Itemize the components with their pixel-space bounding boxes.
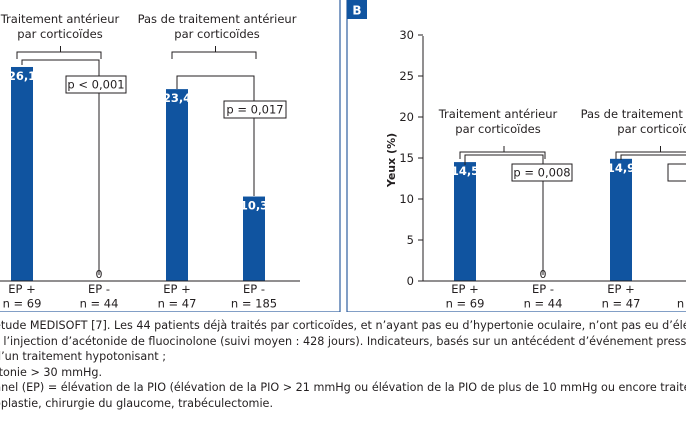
y-tick-label: 10 [399,192,414,206]
x-tick-label: EP - [88,282,110,296]
x-tick-label: n = 47 [158,297,197,311]
data-label: 14,9 [607,161,635,175]
panel-b-frame [346,0,686,312]
group-title: par corticoïdes [174,27,259,41]
y-tick-label: 30 [399,28,414,42]
caption-line: rtonie > 30 mmHg. [0,365,103,379]
caption-line: d’un traitement hypotonisant ; [0,350,167,364]
p-value-box [511,163,573,182]
bar [454,162,476,281]
x-tick-label: n = 185 [231,297,277,311]
group-title: par corticoïdes [617,122,686,136]
figure-caption: étude MEDISOFT [7]. Les 44 patients déjà… [0,318,686,430]
data-label: 10,3 [240,199,268,213]
caption-line: oplastie, chirurgie du glaucome, trabécu… [0,396,273,410]
y-tick-label: 25 [399,69,414,83]
p-value-label: p < 0,001 [67,78,124,92]
significance-bracket [176,75,255,196]
group-brace [615,151,686,159]
x-tick-label: n = 44 [80,297,119,311]
group-title: Traitement antérieur [0,12,120,26]
bar [610,158,632,281]
p-value-label: p = 0,017 [226,103,283,117]
group-title: Traitement antérieur [438,107,558,121]
x-tick-label: EP - [532,282,554,296]
caption-line: nnel (EP) = élévation de la PIO (élévati… [0,381,686,395]
group-title: par corticoïdes [17,27,102,41]
bar [11,66,33,281]
x-tick-label: EP + [163,282,191,296]
y-tick-label: 20 [399,110,414,124]
p-value-box [223,100,287,119]
p-value-box [667,163,686,182]
x-tick-label: EP + [607,282,635,296]
caption-line: s l’injection d’acétonide de fluocinolon… [0,334,686,348]
bar [243,196,265,281]
significance-bracket [464,154,544,275]
y-axis-label: Yeux (%) [385,133,398,188]
group-brace [171,51,257,59]
data-label: 23,4 [163,91,191,105]
panel-a-frame [0,0,341,312]
y-axis: 0 5 10 15 20 25 30 [399,28,424,288]
data-label: 14,5 [451,164,479,178]
y-tick-label: 15 [399,151,414,165]
group-brace [459,151,546,159]
panel-letter-badge [347,0,367,19]
p-value-label: p = 0,008 [513,166,570,180]
x-tick-label: EP + [451,282,479,296]
significance-bracket [620,154,686,160]
x-tick-label: n = 47 [602,297,641,311]
y-tick-label: 0 [407,274,414,288]
group-brace [16,51,102,59]
y-tick-label: 5 [407,233,414,247]
x-tick-label: EP + [8,282,36,296]
p-value-box [65,75,127,94]
x-tick-label: n = 69 [3,297,42,311]
x-tick-label: n = 44 [524,297,563,311]
data-label: 26,1 [8,69,36,83]
x-tick-label: n = 69 [446,297,485,311]
x-tick-label: n = 185 [677,297,686,311]
bar [166,89,188,282]
panel-letter: B [352,4,361,18]
group-title: Pas de traitement antérieur [581,107,686,121]
x-tick-label: EP - [243,282,265,296]
significance-bracket [21,59,100,275]
group-title: par corticoïdes [455,122,540,136]
group-title: Pas de traitement antérieur [138,12,297,26]
caption-line: étude MEDISOFT [7]. Les 44 patients déjà… [0,319,686,332]
